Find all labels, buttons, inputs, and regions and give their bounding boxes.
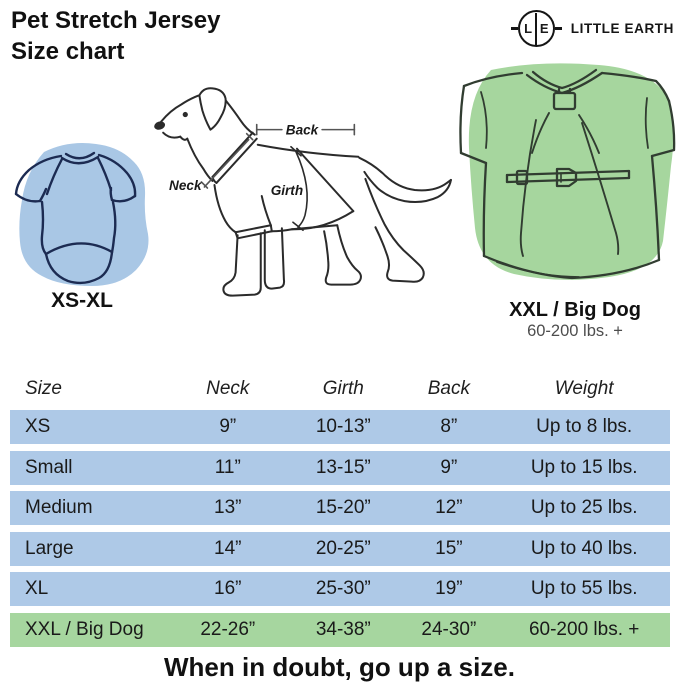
column-header-size: Size xyxy=(25,378,62,399)
brand-logo: L E LITTLE EARTH xyxy=(510,10,674,47)
cell-size: Medium xyxy=(25,497,93,518)
dog-diagram-icon: Back Neck Girth xyxy=(154,87,452,297)
column-header-weight: Weight xyxy=(554,378,614,399)
small-shirt-illustration xyxy=(8,138,156,290)
big-shirt-illustration xyxy=(449,56,679,300)
cell-girth: 20-25” xyxy=(315,537,371,559)
big-shirt-size-label: XXL / Big Dog xyxy=(509,299,641,321)
blue-shirt-icon xyxy=(14,143,149,286)
logo-letter-l: L xyxy=(524,21,533,36)
cell-neck: 13” xyxy=(214,497,242,518)
logo-monogram: L E xyxy=(510,10,562,47)
cell-weight: 60-200 lbs. + xyxy=(528,618,640,640)
table-row-xl: XL 16” 25-30” 19” Up to 55 lbs. xyxy=(10,572,670,606)
table-row-medium: Medium 13” 15-20” 12” Up to 25 lbs. xyxy=(10,491,670,525)
green-shirt-icon xyxy=(459,63,676,280)
page-title: Pet Stretch Jersey Size chart xyxy=(11,5,220,67)
brand-name: LITTLE EARTH xyxy=(570,21,674,36)
cell-back: 15” xyxy=(435,537,463,559)
logo-divider xyxy=(535,12,537,45)
cell-girth: 34-38” xyxy=(315,618,371,640)
neck-measurement-label: Neck xyxy=(169,178,203,193)
back-measurement-label: Back xyxy=(286,123,320,138)
cell-girth: 15-20” xyxy=(315,497,371,518)
logo-dash-right-icon xyxy=(554,27,562,30)
column-header-girth: Girth xyxy=(322,378,364,399)
cell-weight: Up to 40 lbs. xyxy=(530,537,638,559)
table-row-xs: XS 9” 10-13” 8” Up to 8 lbs. xyxy=(10,410,670,444)
cell-neck: 22-26” xyxy=(200,618,256,640)
sizing-advice-note: When in doubt, go up a size. xyxy=(164,652,515,682)
cell-weight: Up to 55 lbs. xyxy=(530,578,638,599)
cell-neck: 16” xyxy=(214,578,242,599)
small-shirt-size-label: XS-XL xyxy=(51,289,113,312)
size-table-header: Size Neck Girth Back Weight xyxy=(10,372,670,406)
table-row-large: Large 14” 20-25” 15” Up to 40 lbs. xyxy=(10,531,670,566)
logo-letter-e: E xyxy=(539,21,549,36)
cell-weight: Up to 8 lbs. xyxy=(536,416,633,437)
cell-size: Small xyxy=(25,456,73,478)
cell-back: 12” xyxy=(435,497,463,518)
table-row-small: Small 11” 13-15” 9” Up to 15 lbs. xyxy=(10,450,670,485)
cell-size: XXL / Big Dog xyxy=(25,618,144,640)
cell-size: XS xyxy=(25,416,51,437)
big-shirt-weight-label: 60-200 lbs. + xyxy=(527,322,623,340)
cell-girth: 13-15” xyxy=(315,456,371,478)
table-row-xxl-big-dog: XXL / Big Dog 22-26” 34-38” 24-30” 60-20… xyxy=(10,612,670,647)
cell-back: 9” xyxy=(440,456,458,478)
logo-dash-left-icon xyxy=(510,27,518,30)
girth-measurement-label: Girth xyxy=(271,183,303,198)
cell-size: Large xyxy=(25,537,74,559)
cell-back: 8” xyxy=(440,416,458,437)
dog-measurement-diagram: Back Neck Girth xyxy=(140,68,462,310)
cell-back: 24-30” xyxy=(421,618,477,640)
cell-back: 19” xyxy=(435,578,463,599)
cell-neck: 14” xyxy=(214,537,242,559)
page-title-line2: Size chart xyxy=(11,38,125,65)
page-title-line1: Pet Stretch Jersey xyxy=(11,7,221,34)
cell-size: XL xyxy=(25,578,49,599)
cell-girth: 10-13” xyxy=(315,416,371,437)
logo-circle-icon: L E xyxy=(517,10,555,47)
column-header-neck: Neck xyxy=(206,378,250,399)
cell-girth: 25-30” xyxy=(315,578,371,599)
column-header-back: Back xyxy=(427,378,470,399)
cell-neck: 9” xyxy=(219,416,237,437)
cell-weight: Up to 25 lbs. xyxy=(530,497,638,518)
cell-weight: Up to 15 lbs. xyxy=(530,456,638,478)
cell-neck: 11” xyxy=(214,456,241,478)
size-table: Size Neck Girth Back Weight XS 9” 10-13”… xyxy=(10,372,670,647)
